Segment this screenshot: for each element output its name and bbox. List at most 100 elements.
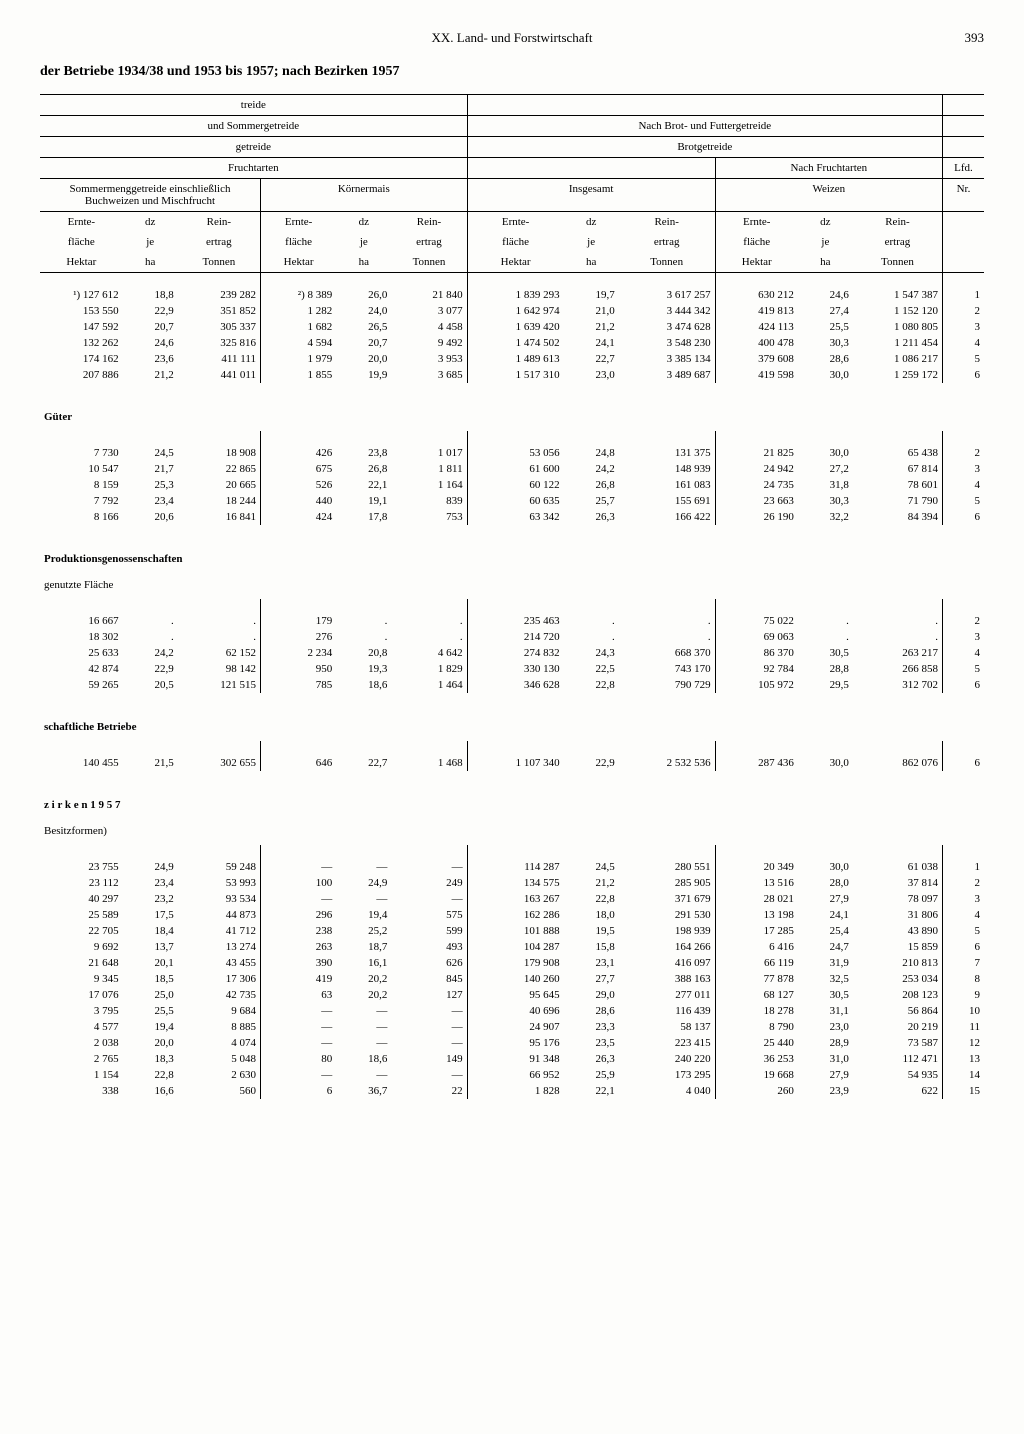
table-cell: 13 [942, 1051, 984, 1067]
hdr-getreide: getreide [40, 137, 467, 158]
table-cell: 75 022 [715, 613, 798, 629]
table-cell: 4 458 [391, 319, 467, 335]
table-cell: 2 765 [40, 1051, 123, 1067]
table-cell: 20,2 [336, 971, 391, 987]
table-row: 17 07625,042 7356320,212795 64529,0277 0… [40, 987, 984, 1003]
table-cell: 32,5 [798, 971, 853, 987]
table-cell: . [564, 629, 619, 645]
table-cell: 67 814 [853, 461, 943, 477]
table-cell: 148 939 [619, 461, 715, 477]
table-row: 16 667..179..235 463..75 022..2 [40, 613, 984, 629]
table-cell: 53 993 [178, 875, 261, 891]
table-cell: 3 077 [391, 303, 467, 319]
table-cell: 28,0 [798, 875, 853, 891]
table-row: 174 16223,6411 1111 97920,03 9531 489 61… [40, 351, 984, 367]
table-cell: . [798, 613, 853, 629]
table-cell: . [336, 613, 391, 629]
table-cell: 2 [942, 875, 984, 891]
table-cell: . [564, 613, 619, 629]
table-cell: 13 274 [178, 939, 261, 955]
table-cell: 7 792 [40, 493, 123, 509]
table-cell: 20,7 [123, 319, 178, 335]
table-cell: 69 063 [715, 629, 798, 645]
table-cell: 140 455 [40, 755, 123, 771]
table-cell: 20 349 [715, 859, 798, 875]
table-cell: 20,0 [123, 1035, 178, 1051]
table-cell: 179 [260, 613, 336, 629]
col-header: ha [123, 252, 178, 273]
table-cell: 21,0 [564, 303, 619, 319]
table-cell: . [178, 613, 261, 629]
table-cell: 21 825 [715, 445, 798, 461]
table-cell: 24,6 [798, 287, 853, 303]
table-row: 25 58917,544 87329619,4575162 28618,0291… [40, 907, 984, 923]
table-cell: 7 [942, 955, 984, 971]
table-cell: 91 348 [467, 1051, 563, 1067]
table-cell: 285 905 [619, 875, 715, 891]
table-cell: 155 691 [619, 493, 715, 509]
table-row: 2 03820,04 074———95 17623,5223 41525 440… [40, 1035, 984, 1051]
table-cell: 18 278 [715, 1003, 798, 1019]
table-cell: 32,2 [798, 509, 853, 525]
table-cell: 411 111 [178, 351, 261, 367]
hdr-treide: treide [40, 95, 467, 116]
table-cell: . [123, 613, 178, 629]
table-cell: 22 [391, 1083, 467, 1099]
table-cell: 24 735 [715, 477, 798, 493]
table-cell: 302 655 [178, 755, 261, 771]
table-cell: 9 345 [40, 971, 123, 987]
table-cell: 6 [942, 509, 984, 525]
col-header: Tonnen [391, 252, 467, 273]
col-header: Hektar [260, 252, 336, 273]
table-cell: 26,3 [564, 1051, 619, 1067]
table-cell: 18 302 [40, 629, 123, 645]
table-cell: 25 633 [40, 645, 123, 661]
table-row: 23 75524,959 248———114 28724,5280 55120 … [40, 859, 984, 875]
table-cell: 441 011 [178, 367, 261, 383]
table-cell: 23 663 [715, 493, 798, 509]
table-cell: 13,7 [123, 939, 178, 955]
col-header: ha [798, 252, 853, 273]
table-cell: 66 952 [467, 1067, 563, 1083]
table-cell: 30,0 [798, 445, 853, 461]
table-cell: 351 852 [178, 303, 261, 319]
table-cell: 23,8 [336, 445, 391, 461]
table-cell: — [391, 1067, 467, 1083]
hdr-insgesamt: Insgesamt [467, 179, 715, 212]
table-cell: 19,3 [336, 661, 391, 677]
table-cell: 179 908 [467, 955, 563, 971]
table-cell: 235 463 [467, 613, 563, 629]
table-cell: 223 415 [619, 1035, 715, 1051]
table-row: 147 59220,7305 3371 68226,54 4581 639 42… [40, 319, 984, 335]
table-cell: 31,1 [798, 1003, 853, 1019]
table-cell: 28,8 [798, 661, 853, 677]
table-cell: 1 017 [391, 445, 467, 461]
table-cell: 5 [942, 493, 984, 509]
table-cell: 1 855 [260, 367, 336, 383]
table-cell: 668 370 [619, 645, 715, 661]
table-cell: 21,2 [123, 367, 178, 383]
table-cell: 58 137 [619, 1019, 715, 1035]
table-cell: 30,3 [798, 335, 853, 351]
table-cell: 42 874 [40, 661, 123, 677]
table-cell: 114 287 [467, 859, 563, 875]
table-cell: 19,1 [336, 493, 391, 509]
table-row: 25 63324,262 1522 23420,84 642274 83224,… [40, 645, 984, 661]
table-cell: 164 266 [619, 939, 715, 955]
table-cell: 785 [260, 677, 336, 693]
table-row: ¹) 127 61218,8239 282²) 8 38926,021 8401… [40, 287, 984, 303]
table-cell: 1 682 [260, 319, 336, 335]
table-cell: 25,2 [336, 923, 391, 939]
table-cell: 8 885 [178, 1019, 261, 1035]
table-cell: 19,9 [336, 367, 391, 383]
table-cell: 753 [391, 509, 467, 525]
page-header: XX. Land- und Forstwirtschaft 393 [40, 30, 984, 46]
table-cell: 3 795 [40, 1003, 123, 1019]
table-cell: 1 464 [391, 677, 467, 693]
table-cell: . [853, 613, 943, 629]
table-cell: 312 702 [853, 677, 943, 693]
table-cell: 24,2 [564, 461, 619, 477]
table-cell: 14 [942, 1067, 984, 1083]
table-row: 18 302..276..214 720..69 063..3 [40, 629, 984, 645]
table-cell: 22,7 [564, 351, 619, 367]
